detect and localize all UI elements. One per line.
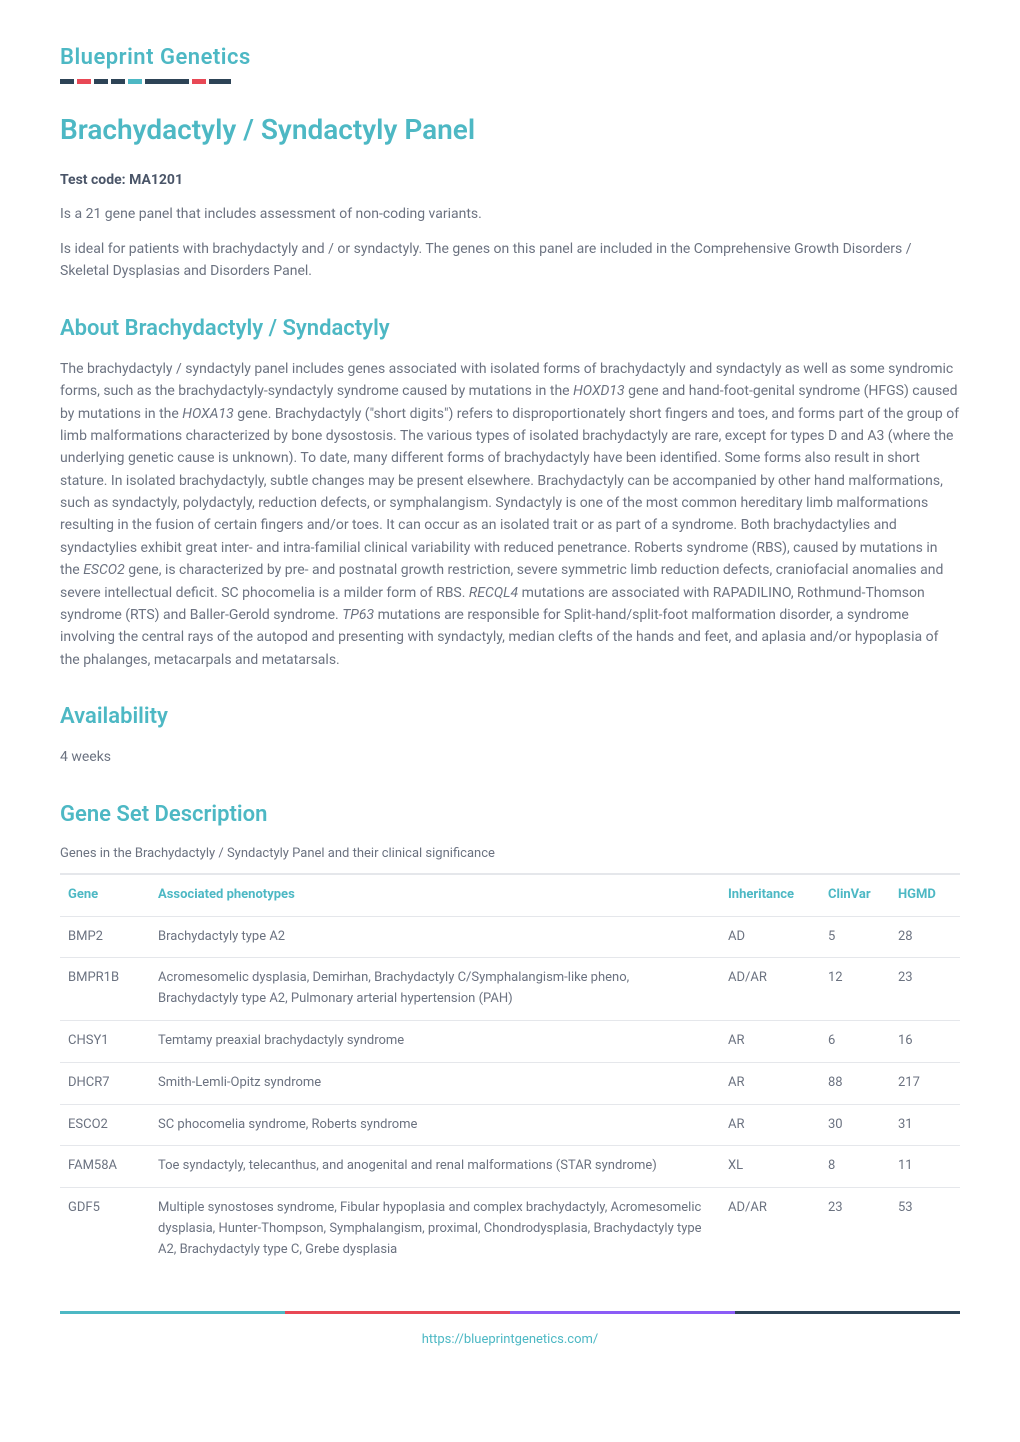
cell-inherit: AD/AR bbox=[720, 958, 820, 1021]
about-body: The brachydactyly / syndactyly panel inc… bbox=[60, 358, 960, 671]
cell-hgmd: 217 bbox=[890, 1062, 960, 1104]
cell-gene: GDF5 bbox=[60, 1188, 150, 1271]
cell-gene: DHCR7 bbox=[60, 1062, 150, 1104]
footer-stripe bbox=[510, 1311, 735, 1314]
cell-clinvar: 23 bbox=[820, 1188, 890, 1271]
cell-gene: BMPR1B bbox=[60, 958, 150, 1021]
cell-pheno: Acromesomelic dysplasia, Demirhan, Brach… bbox=[150, 958, 720, 1021]
cell-pheno: Brachydactyly type A2 bbox=[150, 916, 720, 958]
col-hgmd: HGMD bbox=[890, 874, 960, 916]
table-row: ESCO2SC phocomelia syndrome, Roberts syn… bbox=[60, 1104, 960, 1146]
intro-paragraph-1: Is a 21 gene panel that includes assessm… bbox=[60, 203, 960, 225]
table-header-row: Gene Associated phenotypes Inheritance C… bbox=[60, 874, 960, 916]
footer-url[interactable]: https://blueprintgenetics.com/ bbox=[60, 1330, 960, 1351]
logo-stripe bbox=[209, 79, 231, 84]
cell-pheno: SC phocomelia syndrome, Roberts syndrome bbox=[150, 1104, 720, 1146]
cell-gene: CHSY1 bbox=[60, 1020, 150, 1062]
cell-inherit: AR bbox=[720, 1062, 820, 1104]
cell-clinvar: 8 bbox=[820, 1146, 890, 1188]
logo-stripe bbox=[192, 79, 206, 84]
col-inheritance: Inheritance bbox=[720, 874, 820, 916]
col-clinvar: ClinVar bbox=[820, 874, 890, 916]
table-row: BMPR1BAcromesomelic dysplasia, Demirhan,… bbox=[60, 958, 960, 1021]
test-code: Test code: MA1201 bbox=[60, 169, 960, 191]
logo-stripe bbox=[60, 79, 74, 84]
intro-paragraph-2: Is ideal for patients with brachydactyly… bbox=[60, 238, 960, 283]
footer-stripes bbox=[60, 1311, 960, 1314]
logo-text: Blueprint Genetics bbox=[60, 40, 960, 75]
table-row: CHSY1Temtamy preaxial brachydactyly synd… bbox=[60, 1020, 960, 1062]
availability-heading: Availability bbox=[60, 699, 960, 734]
footer-stripe bbox=[60, 1311, 285, 1314]
gene-table: Gene Associated phenotypes Inheritance C… bbox=[60, 873, 960, 1271]
logo-stripe bbox=[77, 79, 91, 84]
availability-value: 4 weeks bbox=[60, 746, 960, 768]
cell-hgmd: 53 bbox=[890, 1188, 960, 1271]
cell-hgmd: 31 bbox=[890, 1104, 960, 1146]
footer-stripe bbox=[285, 1311, 510, 1314]
cell-inherit: AD/AR bbox=[720, 1188, 820, 1271]
col-gene: Gene bbox=[60, 874, 150, 916]
gene-esco2: ESCO2 bbox=[83, 562, 125, 578]
about-heading: About Brachydactyly / Syndactyly bbox=[60, 311, 960, 346]
table-row: GDF5Multiple synostoses syndrome, Fibula… bbox=[60, 1188, 960, 1271]
cell-inherit: AR bbox=[720, 1020, 820, 1062]
gene-tp63: TP63 bbox=[342, 607, 374, 623]
about-text: gene. Brachydactyly ("short digits") ref… bbox=[60, 406, 959, 579]
cell-hgmd: 11 bbox=[890, 1146, 960, 1188]
cell-clinvar: 12 bbox=[820, 958, 890, 1021]
cell-pheno: Toe syndactyly, telecanthus, and anogeni… bbox=[150, 1146, 720, 1188]
cell-inherit: AR bbox=[720, 1104, 820, 1146]
gene-hoxa13: HOXA13 bbox=[182, 406, 234, 422]
logo-stripe bbox=[145, 79, 189, 84]
cell-pheno: Temtamy preaxial brachydactyly syndrome bbox=[150, 1020, 720, 1062]
cell-hgmd: 16 bbox=[890, 1020, 960, 1062]
cell-hgmd: 23 bbox=[890, 958, 960, 1021]
gene-recql4: RECQL4 bbox=[469, 585, 518, 601]
table-row: BMP2Brachydactyly type A2AD528 bbox=[60, 916, 960, 958]
logo-stripe bbox=[111, 79, 125, 84]
cell-clinvar: 5 bbox=[820, 916, 890, 958]
cell-gene: ESCO2 bbox=[60, 1104, 150, 1146]
geneset-heading: Gene Set Description bbox=[60, 797, 960, 832]
cell-inherit: XL bbox=[720, 1146, 820, 1188]
cell-inherit: AD bbox=[720, 916, 820, 958]
table-body: BMP2Brachydactyly type A2AD528BMPR1BAcro… bbox=[60, 916, 960, 1270]
page-title: Brachydactyly / Syndactyly Panel bbox=[60, 108, 960, 153]
cell-hgmd: 28 bbox=[890, 916, 960, 958]
cell-clinvar: 88 bbox=[820, 1062, 890, 1104]
table-row: FAM58AToe syndactyly, telecanthus, and a… bbox=[60, 1146, 960, 1188]
logo-stripes bbox=[60, 79, 960, 84]
logo-stripe bbox=[94, 79, 108, 84]
gene-hoxd13: HOXD13 bbox=[573, 383, 625, 399]
table-caption: Genes in the Brachydactyly / Syndactyly … bbox=[60, 844, 960, 865]
cell-clinvar: 30 bbox=[820, 1104, 890, 1146]
table-row: DHCR7Smith-Lemli-Opitz syndromeAR88217 bbox=[60, 1062, 960, 1104]
cell-gene: FAM58A bbox=[60, 1146, 150, 1188]
cell-pheno: Smith-Lemli-Opitz syndrome bbox=[150, 1062, 720, 1104]
cell-pheno: Multiple synostoses syndrome, Fibular hy… bbox=[150, 1188, 720, 1271]
footer-stripe bbox=[735, 1311, 960, 1314]
cell-gene: BMP2 bbox=[60, 916, 150, 958]
col-phenotypes: Associated phenotypes bbox=[150, 874, 720, 916]
logo-stripe bbox=[128, 79, 142, 84]
cell-clinvar: 6 bbox=[820, 1020, 890, 1062]
logo: Blueprint Genetics bbox=[60, 40, 960, 84]
